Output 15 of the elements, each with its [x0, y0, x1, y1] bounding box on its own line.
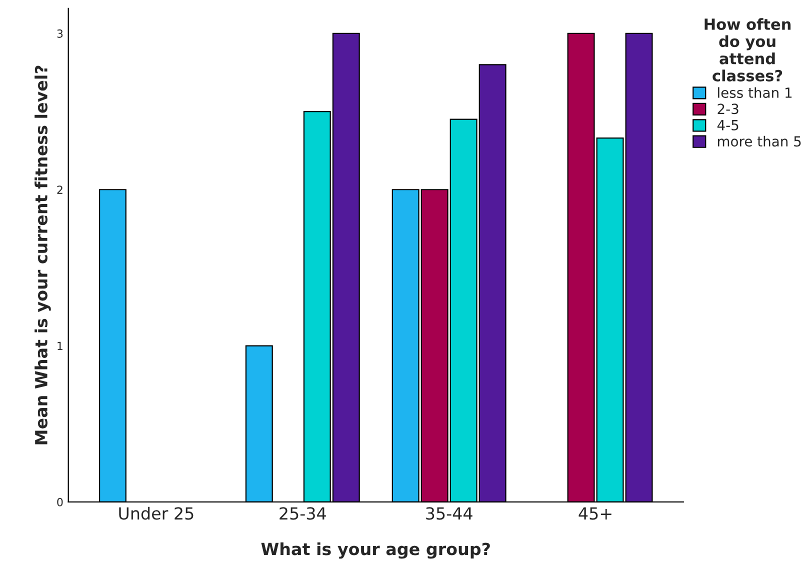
legend-label: 2-3 — [718, 104, 738, 114]
legend-title: How often do you attend classes? — [704, 18, 791, 82]
y-tick-label: 1 — [58, 342, 62, 350]
x-tick-label: 35-44 — [426, 507, 472, 520]
legend-label: more than 5 — [718, 136, 801, 147]
y-tick-label: 0 — [57, 498, 63, 506]
y-tick-label: 2 — [57, 186, 62, 194]
x-tick-label: 25-34 — [280, 507, 326, 520]
legend-label: less than 1 — [718, 87, 792, 98]
x-axis-title: What is your age group? — [261, 542, 490, 559]
y-tick-label: 3 — [57, 29, 63, 38]
x-tick-label: 45+ — [578, 507, 612, 520]
y-axis-title: Mean What is your current fitness level? — [34, 66, 51, 444]
legend-label: 4-5 — [717, 120, 738, 130]
x-tick-label: Under 25 — [119, 506, 194, 520]
